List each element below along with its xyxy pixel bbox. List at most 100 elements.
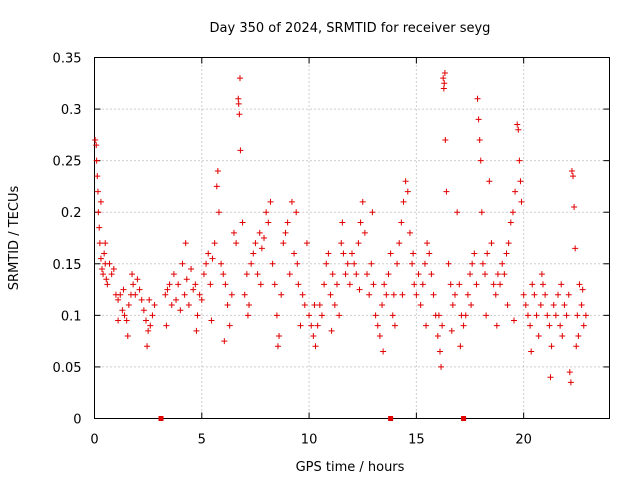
data-point: [339, 219, 346, 226]
data-point: [394, 260, 401, 267]
data-point: [467, 271, 474, 278]
data-point: [96, 240, 103, 247]
data-point: [542, 291, 549, 298]
data-point: [198, 296, 205, 303]
data-point: [181, 291, 188, 298]
data-point: [314, 322, 321, 329]
data-point: [421, 260, 428, 267]
data-point: [539, 281, 546, 288]
data-point: [449, 302, 456, 309]
data-point: [321, 281, 328, 288]
data-point: [250, 250, 257, 257]
data-point: [566, 369, 573, 376]
data-point: [571, 204, 578, 211]
data-point: [301, 302, 308, 309]
data-point: [151, 302, 158, 309]
data-point: [226, 322, 233, 329]
data-point: [351, 260, 358, 267]
data-point: [475, 116, 482, 123]
data-point: [426, 250, 433, 257]
data-point: [568, 167, 575, 174]
data-point: [94, 188, 101, 195]
data-point: [123, 317, 130, 324]
data-point: [473, 281, 480, 288]
data-point: [120, 286, 127, 293]
data-point: [359, 198, 366, 205]
y-tick-label: 0.35: [53, 52, 82, 67]
chart-title: Day 350 of 2024, SRMTID for receiver sey…: [210, 21, 491, 36]
data-point: [146, 296, 153, 303]
data-point: [295, 281, 302, 288]
data-point: [308, 322, 315, 329]
data-point: [205, 250, 212, 257]
zero-value-markers: [158, 416, 467, 421]
data-point: [331, 302, 338, 309]
data-point: [163, 322, 170, 329]
data-point: [134, 276, 141, 283]
data-point: [96, 224, 103, 231]
data-point: [241, 291, 248, 298]
data-point: [349, 250, 355, 257]
data-point: [121, 312, 128, 319]
data-point: [149, 312, 156, 319]
data-point: [306, 312, 313, 319]
data-point: [254, 271, 261, 278]
data-point: [396, 240, 403, 247]
x-tick-label: 15: [408, 433, 425, 448]
data-point: [474, 95, 481, 102]
data-point: [170, 271, 177, 278]
data-point: [193, 327, 200, 334]
data-point: [411, 281, 418, 288]
data-point: [406, 229, 413, 236]
data-point: [528, 348, 535, 355]
data-point: [338, 240, 345, 247]
data-point: [413, 291, 420, 298]
data-point: [572, 245, 579, 252]
data-point: [435, 312, 442, 319]
data-point: [565, 291, 572, 298]
data-point: [436, 348, 443, 355]
data-point: [327, 291, 334, 298]
y-tick-label: 0.25: [53, 155, 82, 170]
data-point: [514, 121, 521, 128]
data-point: [515, 126, 522, 133]
data-point: [228, 291, 235, 298]
data-point: [478, 209, 485, 216]
data-point: [512, 188, 519, 195]
data-point: [497, 281, 504, 288]
data-point: [282, 229, 289, 236]
data-point: [535, 332, 542, 339]
data-point: [136, 286, 143, 293]
data-point: [370, 281, 377, 288]
data-point: [457, 343, 464, 350]
x-tick-label: 20: [515, 433, 532, 448]
data-point: [434, 332, 441, 339]
data-point: [271, 281, 278, 288]
x-tick-labels: 0 5 10 15 20: [90, 433, 532, 448]
data-point: [140, 307, 147, 314]
data-point: [376, 332, 383, 339]
data-point: [440, 75, 447, 82]
data-point: [207, 281, 214, 288]
data-point: [278, 291, 285, 298]
data-point: [200, 271, 207, 278]
data-point: [196, 291, 203, 298]
data-point: [190, 286, 197, 293]
data-point: [110, 265, 117, 272]
data-point: [391, 322, 398, 329]
data-point: [499, 260, 506, 267]
data-point: [299, 291, 306, 298]
data-point: [100, 271, 107, 278]
data-point: [138, 296, 145, 303]
data-point: [548, 343, 555, 350]
data-point: [125, 302, 132, 309]
data-point: [92, 137, 99, 144]
data-point: [368, 260, 375, 267]
data-point: [203, 260, 210, 267]
data-point: [220, 271, 227, 278]
data-point: [342, 271, 349, 278]
data-point: [574, 312, 581, 319]
data-point: [273, 312, 280, 319]
data-point: [441, 80, 448, 87]
data-point: [494, 271, 501, 278]
